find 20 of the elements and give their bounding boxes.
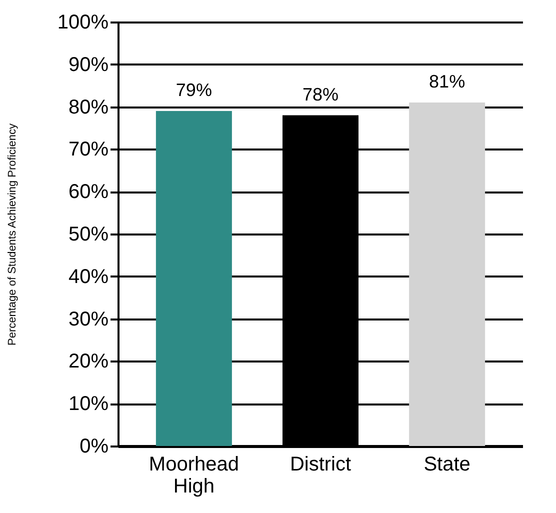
bar: [409, 102, 486, 446]
data-label: 78%: [302, 84, 339, 104]
y-axis-title: Percentage of Students Achieving Proficiency: [6, 123, 18, 346]
data-label: 79%: [176, 80, 212, 100]
y-tick-label: 50%: [68, 224, 109, 246]
y-tick-label: 40%: [68, 266, 109, 288]
bar: [156, 111, 232, 446]
y-tick-label: 30%: [68, 308, 109, 330]
x-tick-label: District: [290, 454, 352, 476]
y-tick-label: 60%: [68, 181, 109, 204]
y-tick-label: 10%: [68, 393, 109, 416]
data-label: 81%: [429, 72, 466, 92]
y-tick-label: 80%: [68, 96, 109, 118]
y-tick-label: 70%: [68, 138, 109, 161]
y-tick-label: 100%: [57, 12, 109, 34]
y-tick-label: 20%: [68, 350, 109, 373]
x-tick-label: State: [424, 454, 470, 476]
y-tick-label: 0%: [80, 436, 109, 458]
x-tick-label: Moorhead High: [148, 454, 239, 498]
y-tick-label: 90%: [68, 54, 109, 76]
